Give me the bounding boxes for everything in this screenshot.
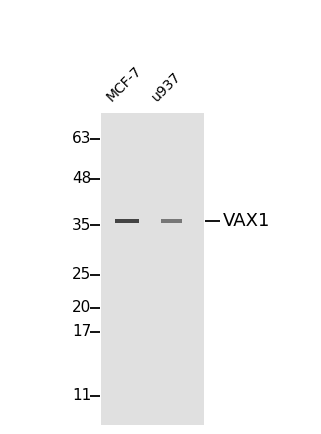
Text: 25: 25: [72, 267, 91, 282]
Bar: [115, 219, 139, 223]
Text: 20: 20: [72, 300, 91, 315]
Text: 35: 35: [72, 218, 91, 233]
Bar: [101, 113, 204, 425]
Bar: [117, 219, 137, 223]
Bar: [118, 220, 135, 222]
Text: 11: 11: [72, 388, 91, 403]
Bar: [161, 219, 182, 223]
Text: u937: u937: [149, 69, 184, 104]
Text: 48: 48: [72, 171, 91, 186]
Text: VAX1: VAX1: [223, 212, 271, 230]
Text: MCF-7: MCF-7: [104, 64, 145, 104]
Text: 17: 17: [72, 324, 91, 339]
Bar: [120, 220, 134, 222]
Text: 63: 63: [72, 131, 91, 146]
